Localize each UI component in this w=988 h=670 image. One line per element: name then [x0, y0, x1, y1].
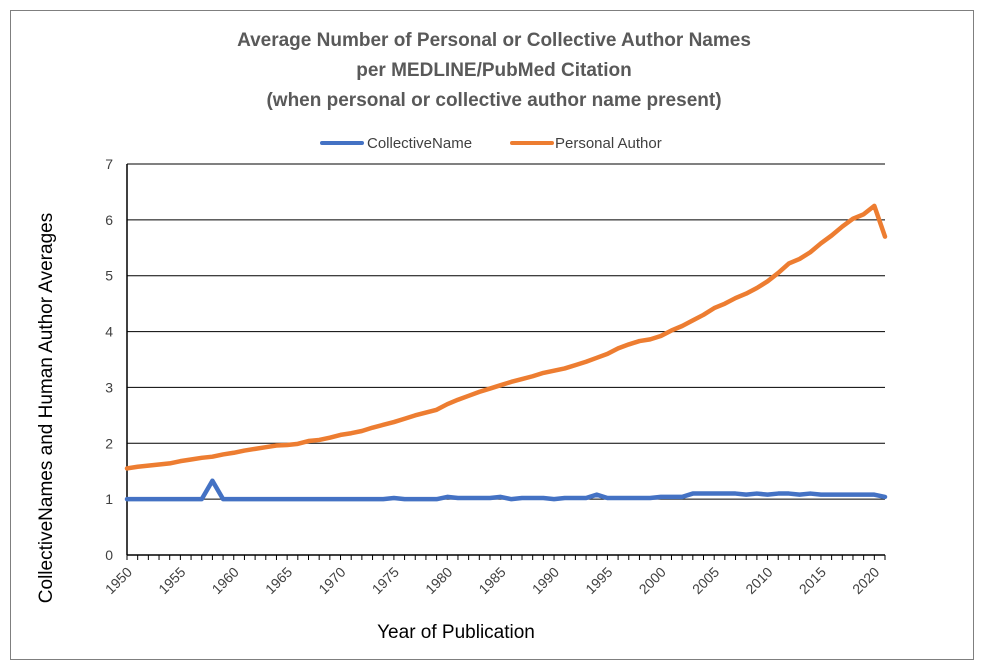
- series-lines: [124, 203, 888, 502]
- y-tick-label-4: 4: [105, 324, 113, 340]
- chart-frame: [10, 10, 974, 660]
- x-axis-title: Year of Publication: [377, 622, 535, 643]
- y-tick-label-7: 7: [105, 156, 113, 172]
- legend-label-personal-author: Personal Author: [555, 135, 662, 152]
- x-tick-label-2000: 2000: [636, 564, 669, 597]
- series-line-collectivename: [124, 478, 888, 502]
- x-minor-ticks: [126, 555, 886, 560]
- y-tick-label-6: 6: [105, 212, 113, 228]
- series-line-personal-author: [124, 203, 888, 471]
- x-tick-label-1960: 1960: [209, 564, 242, 597]
- chart-title-line-3: (when personal or collective author name…: [266, 90, 721, 111]
- y-tick-label-1: 1: [105, 491, 113, 507]
- chart-title: Average Number of Personal or Collective…: [237, 30, 751, 111]
- legend-label-collective-name: CollectiveName: [367, 135, 472, 152]
- x-tick-label-1965: 1965: [262, 564, 295, 597]
- chart-title-line-2: per MEDLINE/PubMed Citation: [356, 60, 632, 81]
- x-tick-label-1990: 1990: [529, 564, 562, 597]
- x-tick-label-1950: 1950: [102, 564, 135, 597]
- gridlines: [127, 163, 885, 500]
- y-tick-label-5: 5: [105, 268, 113, 284]
- x-tick-label-1980: 1980: [422, 564, 455, 597]
- x-tick-label-1975: 1975: [369, 564, 402, 597]
- x-tick-label-1985: 1985: [475, 564, 508, 597]
- x-tick-label-1995: 1995: [582, 564, 615, 597]
- x-tick-label-2005: 2005: [689, 564, 722, 597]
- x-tick-label-2015: 2015: [796, 564, 829, 597]
- y-tick-label-0: 0: [105, 547, 113, 563]
- x-tick-labels: 1950 1955 1960 1965 1970 1975 1980 1985 1990 1995…: [102, 564, 883, 597]
- y-tick-label-3: 3: [105, 379, 113, 395]
- y-axis-title: CollectiveNames and Human Author Average…: [36, 213, 57, 603]
- x-tick-label-1970: 1970: [315, 564, 348, 597]
- axes: [126, 164, 885, 556]
- legend: CollectiveName Personal Author: [320, 135, 662, 152]
- y-tick-label-2: 2: [105, 435, 113, 451]
- x-tick-label-2010: 2010: [742, 564, 775, 597]
- x-tick-label-2020: 2020: [849, 564, 882, 597]
- y-tick-labels: 0 1 2 3 4 5 6 7: [105, 156, 113, 563]
- chart-title-line-1: Average Number of Personal or Collective…: [237, 30, 751, 51]
- x-tick-label-1955: 1955: [155, 564, 188, 597]
